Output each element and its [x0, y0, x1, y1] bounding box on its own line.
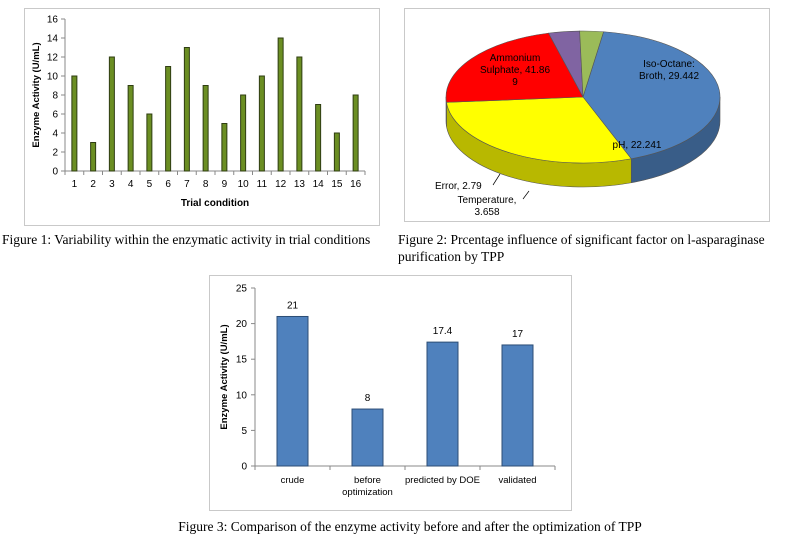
data-label: 17: [512, 329, 524, 340]
bar: [71, 75, 78, 172]
figure-3-panel: 0 5 10 15 20 25 21 crude 8 before optimization 17.4…: [209, 275, 572, 511]
x-tick-label: 5: [147, 179, 153, 190]
bar: [501, 344, 534, 467]
figure-2-chart: Ammonium Sulphate, 41.86 9 Iso-Octane: Broth…: [435, 30, 721, 218]
x-tick-label: 4: [128, 179, 134, 190]
bar: [315, 104, 322, 172]
x-tick-label: 16: [350, 179, 362, 190]
figure-3-chart: 0 5 10 15 20 25 21 crude 8 before optimization 17.4…: [219, 284, 556, 498]
x-tick-label: 1: [72, 179, 78, 190]
bar: [277, 37, 284, 172]
pie-slice: [579, 30, 604, 98]
y-tick-label: 2: [52, 148, 58, 159]
data-label: 8: [365, 393, 371, 404]
pie-slice: [445, 32, 584, 103]
pie-slice-label: Ammonium Sulphate, 41.86 9: [480, 53, 550, 88]
bar: [351, 408, 384, 467]
pie-slice-label: pH, 22.241: [613, 140, 662, 151]
x-tick-label: 9: [222, 179, 228, 190]
figure-1-panel: 0 2 4 6 8 10 12 14 16 1 2 3 4 5 6 7 8 9 10 11 12 13 14 15 16 Tria…: [24, 8, 380, 226]
data-label: 17.4: [433, 326, 453, 337]
leader-line: [522, 190, 530, 200]
bar: [108, 56, 115, 172]
x-tick-label: before optimization: [342, 475, 393, 498]
y-tick-label: 5: [241, 426, 247, 437]
bar: [183, 47, 190, 172]
x-tick-label: 6: [165, 179, 171, 190]
y-tick-label: 0: [52, 167, 58, 178]
y-tick-label: 4: [52, 129, 58, 140]
bar: [333, 132, 340, 172]
bar: [127, 85, 134, 172]
figure-2-panel: Ammonium Sulphate, 41.86 9 Iso-Octane: Broth…: [404, 8, 770, 222]
x-tick-label: 10: [238, 179, 250, 190]
x-axis-title: Trial condition: [181, 198, 249, 209]
bar: [240, 94, 247, 172]
figure-3-caption: Figure 3: Comparison of the enzyme activ…: [178, 519, 642, 534]
bar: [165, 66, 172, 172]
y-tick-label: 0: [241, 462, 247, 473]
bar: [296, 56, 303, 172]
bar: [258, 75, 265, 172]
y-tick-label: 12: [47, 53, 59, 64]
x-tick-label: 14: [313, 179, 325, 190]
y-tick-label: 10: [47, 72, 59, 83]
leader-line: [492, 173, 501, 186]
pie-slice-label: Iso-Octane: Broth, 29.442: [639, 59, 699, 82]
y-tick-label: 8: [52, 91, 58, 102]
y-tick-label: 15: [236, 355, 248, 366]
bar: [426, 341, 459, 467]
x-tick-label: 11: [257, 179, 268, 190]
x-tick-label: 13: [294, 179, 306, 190]
pie-slice-label: Temperature, 3.658: [458, 195, 517, 218]
y-axis-title: Enzyme Activity (U/mL): [31, 42, 42, 147]
x-tick-label: 8: [203, 179, 209, 190]
x-tick-label: validated: [498, 475, 536, 486]
data-label: 21: [287, 300, 299, 311]
x-tick-label: crude: [281, 475, 305, 486]
bar: [352, 94, 359, 172]
bar: [202, 85, 209, 172]
bar: [146, 113, 153, 172]
y-tick-label: 16: [47, 15, 59, 26]
y-tick-label: 20: [236, 319, 248, 330]
y-tick-label: 25: [236, 284, 248, 295]
x-tick-label: 7: [184, 179, 190, 190]
bar: [221, 123, 228, 172]
y-tick-label: 14: [47, 34, 59, 45]
y-tick-label: 10: [236, 390, 248, 401]
figure-2-caption: Figure 2: Prcentage influence of signifi…: [398, 232, 765, 264]
x-tick-label: 15: [331, 179, 343, 190]
x-tick-label: 2: [90, 179, 96, 190]
x-tick-label: 12: [275, 179, 287, 190]
y-tick-label: 6: [52, 110, 58, 121]
x-tick-label: 3: [109, 179, 115, 190]
pie-slice: [446, 96, 632, 164]
pie-slice-label: Error, 2.79: [435, 181, 482, 192]
bar: [276, 315, 309, 467]
pie-slice: [582, 31, 721, 160]
bar: [90, 142, 97, 172]
y-axis-title: Enzyme Activity (U/mL): [219, 324, 230, 429]
x-tick-label: predicted by DOE: [405, 475, 480, 486]
figure-1-caption: Figure 1: Variability within the enzymat…: [2, 232, 371, 247]
